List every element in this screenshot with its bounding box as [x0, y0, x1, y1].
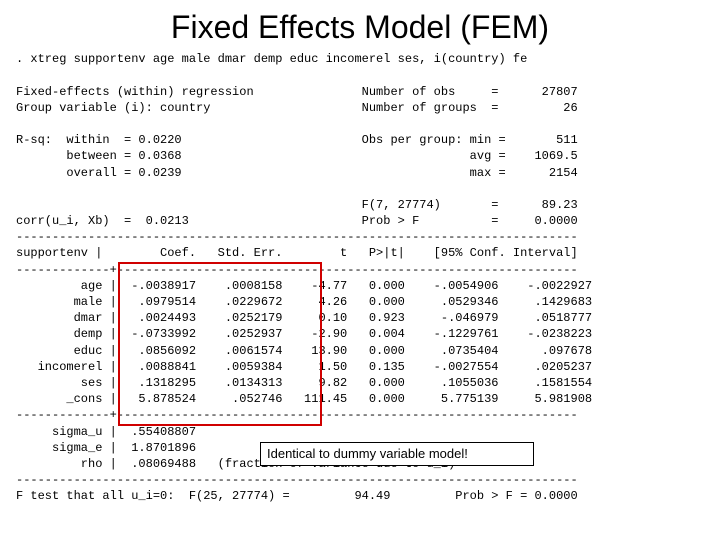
- page-title: Fixed Effects Model (FEM): [0, 6, 720, 49]
- callout-label: Identical to dummy variable model!: [260, 442, 534, 466]
- stata-output: . xtreg supportenv age male dmar demp ed…: [0, 51, 720, 504]
